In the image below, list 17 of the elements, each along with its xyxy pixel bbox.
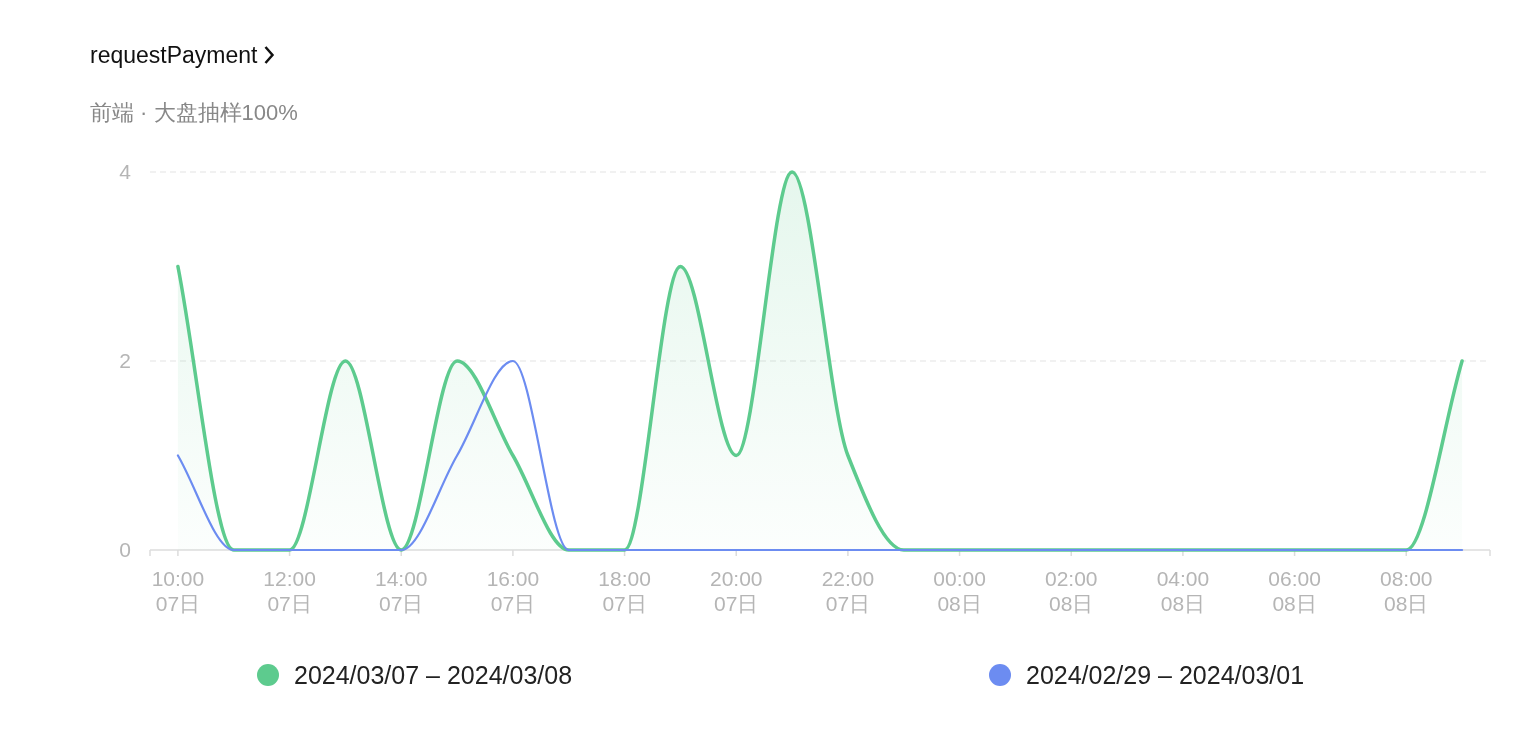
x-tick-label: 18:00 07日: [598, 567, 651, 615]
x-tick-label: 16:00 07日: [486, 567, 540, 615]
x-tick-label: 14:00 07日: [374, 567, 428, 615]
y-tick-label: 0: [119, 538, 131, 561]
x-tick-label: 22:00 07日: [821, 567, 875, 615]
x-tick-label: 02:00 08日: [1044, 567, 1098, 615]
title: requestPayment: [90, 42, 258, 68]
y-tick-label: 2: [119, 349, 131, 372]
x-tick-label: 04:00 08日: [1156, 567, 1210, 615]
x-tick-label: 06:00 08日: [1268, 567, 1321, 615]
x-tick-label: 20:00 07日: [709, 567, 763, 615]
subtitle: 前端 · 大盘抽样100%: [90, 100, 298, 125]
x-tick-label: 12:00 07日: [263, 567, 316, 615]
x-tick-label: 00:00 08日: [933, 567, 986, 615]
x-tick-label: 10:00 07日: [151, 567, 205, 615]
x-tick-label: 08:00 08日: [1379, 567, 1433, 615]
y-tick-label: 4: [119, 160, 132, 183]
